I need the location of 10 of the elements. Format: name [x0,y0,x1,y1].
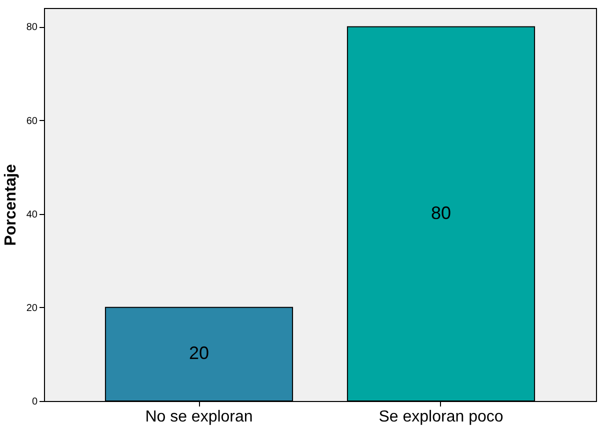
y-tick-label: 20 [26,302,38,314]
y-tick-label: 0 [32,396,38,408]
y-axis-title: Porcentaje [2,164,20,246]
data-label: 20 [188,343,210,364]
data-label: 80 [430,202,452,223]
y-tick-label: 80 [26,22,38,34]
x-tick-label: No se exploran [145,408,253,426]
y-tick-label: 60 [26,116,38,127]
y-tick-label: 40 [26,209,38,220]
x-tick-label: Se exploran poco [378,408,504,426]
